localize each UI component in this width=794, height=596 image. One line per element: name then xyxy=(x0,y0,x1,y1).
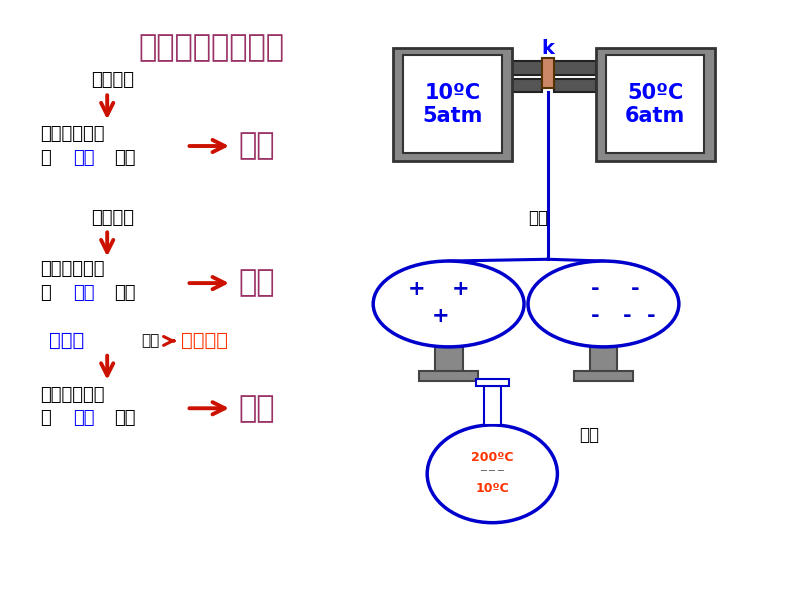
FancyBboxPatch shape xyxy=(435,347,462,371)
Text: +: + xyxy=(432,306,449,326)
FancyBboxPatch shape xyxy=(589,347,618,371)
FancyBboxPatch shape xyxy=(476,379,509,386)
FancyBboxPatch shape xyxy=(542,58,554,88)
Text: 温度: 温度 xyxy=(238,394,275,423)
Text: 50ºC
6atm: 50ºC 6atm xyxy=(625,83,685,126)
Text: 特征: 特征 xyxy=(141,333,160,349)
Text: -: - xyxy=(592,306,599,326)
Text: k: k xyxy=(542,39,554,58)
FancyBboxPatch shape xyxy=(393,48,512,161)
Ellipse shape xyxy=(373,261,524,347)
Text: 热平衡: 热平衡 xyxy=(49,331,84,350)
Text: 具有一种相同: 具有一种相同 xyxy=(40,260,104,278)
Text: 具有一种相同: 具有一种相同 xyxy=(40,386,104,403)
Text: +: + xyxy=(452,279,469,299)
Text: 静电平衡: 静电平衡 xyxy=(91,209,134,226)
FancyBboxPatch shape xyxy=(484,386,501,425)
FancyBboxPatch shape xyxy=(573,371,634,381)
Text: +: + xyxy=(408,279,426,299)
FancyBboxPatch shape xyxy=(512,61,596,74)
Text: 10ºC
5atm: 10ºC 5atm xyxy=(422,83,483,126)
Text: 力学平衡: 力学平衡 xyxy=(91,72,134,89)
Text: 性质: 性质 xyxy=(114,284,136,302)
Text: 力学: 力学 xyxy=(73,149,94,167)
Text: 性质: 性质 xyxy=(114,149,136,167)
Text: 200ºC: 200ºC xyxy=(471,451,514,464)
Text: 绝热: 绝热 xyxy=(580,426,599,444)
FancyBboxPatch shape xyxy=(403,55,502,153)
FancyBboxPatch shape xyxy=(606,55,704,153)
Text: 温度相等: 温度相等 xyxy=(181,331,228,350)
FancyBboxPatch shape xyxy=(512,79,542,92)
Text: 性质: 性质 xyxy=(114,409,136,427)
Text: 热学: 热学 xyxy=(73,409,94,427)
Text: 的: 的 xyxy=(40,284,51,302)
Text: 绝热: 绝热 xyxy=(528,209,548,226)
Text: 具有一种相同: 具有一种相同 xyxy=(40,125,104,143)
Text: ─ ─ ─: ─ ─ ─ xyxy=(480,466,504,476)
Text: -: - xyxy=(623,306,631,326)
Text: 电势: 电势 xyxy=(238,269,275,297)
FancyBboxPatch shape xyxy=(554,79,596,92)
Text: -: - xyxy=(631,279,639,299)
Text: 系统间的相互作用: 系统间的相互作用 xyxy=(139,33,285,62)
FancyBboxPatch shape xyxy=(419,371,478,381)
FancyBboxPatch shape xyxy=(596,48,715,161)
Text: 电学: 电学 xyxy=(73,284,94,302)
Text: 10ºC: 10ºC xyxy=(476,482,509,495)
Ellipse shape xyxy=(528,261,679,347)
Text: 的: 的 xyxy=(40,149,51,167)
Text: 压强: 压强 xyxy=(238,132,275,160)
Circle shape xyxy=(427,425,557,523)
Text: 的: 的 xyxy=(40,409,51,427)
Text: -: - xyxy=(647,306,655,326)
Text: -: - xyxy=(592,279,599,299)
